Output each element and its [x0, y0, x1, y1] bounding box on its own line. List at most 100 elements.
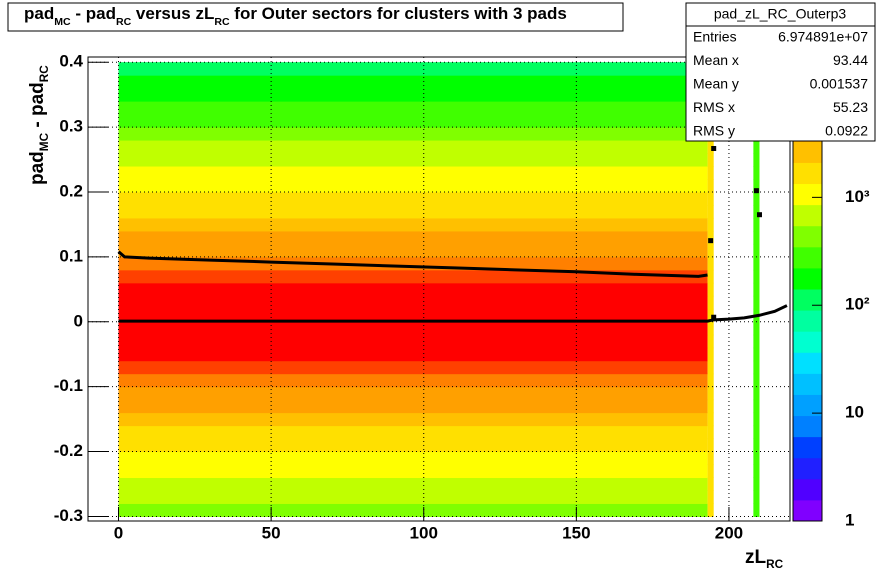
heatmap-cell: [118, 347, 708, 362]
heatmap-cell: [707, 438, 714, 453]
y-axis-label-part: - pad: [27, 82, 48, 133]
stats-key: Entries: [693, 29, 737, 45]
heatmap-cell: [707, 503, 714, 517]
heatmap-cell: [707, 140, 714, 154]
chart-title-subscript: MC: [54, 16, 71, 28]
heatmap-cell: [707, 243, 714, 258]
palette-swatch: [793, 246, 822, 269]
title-box: [7, 2, 624, 32]
x-axis-label: zLRC: [745, 547, 784, 571]
x-tick-label: 150: [562, 523, 590, 542]
stats-value: 55.23: [833, 99, 868, 115]
heatmap-cell: [753, 347, 760, 362]
stats-key: RMS y: [693, 123, 735, 139]
x-tick-label: 100: [410, 523, 438, 542]
heatmap-cell: [753, 295, 760, 310]
stats-value: 0.0922: [825, 123, 868, 139]
marker: [756, 212, 762, 218]
heatmap-cell: [753, 140, 760, 154]
heatmap-cell: [118, 166, 708, 180]
y-tick-label: -0.3: [54, 506, 83, 525]
stats-key: Mean y: [693, 76, 739, 92]
stats-name: pad_zL_RC_Outerp3: [714, 6, 847, 22]
palette-swatch: [793, 457, 822, 480]
heatmap-cell: [118, 191, 708, 206]
heatmap-cell: [753, 490, 760, 504]
heatmap-cell: [753, 256, 760, 271]
y-axis-label-subscript: MC: [38, 132, 51, 151]
heatmap-cell: [118, 256, 708, 271]
heatmap-cell: [118, 282, 708, 297]
z-tick-label: 1: [845, 510, 854, 529]
y-tick-label: 0.4: [59, 52, 83, 71]
chart-title-subscript: RC: [214, 16, 230, 28]
y-tick-label: 0.1: [59, 246, 83, 265]
heatmap-cell: [707, 464, 714, 479]
palette-swatch: [793, 415, 822, 438]
heatmap-cell: [707, 321, 714, 336]
heatmap-cell: [707, 386, 714, 401]
heatmap-cell: [753, 204, 760, 219]
chart-title-part: - pad: [71, 4, 116, 23]
heatmap-cell: [118, 179, 708, 193]
heatmap-cell: [753, 386, 760, 401]
heatmap-cell: [707, 477, 714, 491]
palette-swatch: [793, 267, 822, 290]
heatmap-cell: [707, 451, 714, 466]
z-tick-label: 10²: [845, 295, 870, 314]
heatmap-cell: [753, 360, 760, 375]
heatmap-cell: [118, 243, 708, 258]
heatmap-cell: [118, 62, 708, 76]
marker: [753, 188, 759, 194]
stats-key: Mean x: [693, 52, 739, 68]
heatmap-cell: [118, 334, 708, 349]
y-axis-label-subscript: RC: [38, 65, 51, 82]
heatmap-cell: [753, 269, 760, 284]
heatmap-cell: [753, 166, 760, 180]
chart-title-part: versus zL: [131, 4, 214, 23]
heatmap-cell: [118, 75, 708, 89]
heatmap-cell: [707, 490, 714, 504]
heatmap-cell: [707, 230, 714, 245]
heatmap-cell: [118, 373, 708, 388]
heatmap-cell: [707, 334, 714, 349]
palette-swatch: [793, 141, 822, 163]
z-tick-label: 10³: [845, 187, 870, 206]
palette-swatch: [793, 352, 822, 374]
heatmap-cell: [118, 451, 708, 466]
palette-swatch: [793, 394, 822, 417]
heatmap-cell: [118, 217, 708, 232]
heatmap-cell: [118, 490, 708, 504]
heatmap-cell: [753, 464, 760, 479]
x-tick-label: 50: [262, 523, 281, 542]
marker: [711, 146, 717, 152]
stats-value: 0.001537: [810, 76, 869, 92]
heatmap-cell: [707, 412, 714, 427]
heatmap-cell: [707, 282, 714, 297]
heatmap-cell: [118, 503, 708, 517]
heatmap-cell: [753, 191, 760, 206]
heatmap-cell: [753, 477, 760, 491]
palette-swatch: [793, 225, 822, 248]
x-tick-label: 0: [114, 523, 123, 542]
heatmap-cell: [707, 153, 714, 167]
marker: [708, 238, 714, 244]
palette-swatch: [793, 162, 822, 185]
heatmap-cell: [707, 373, 714, 388]
z-tick-label: 10: [845, 403, 864, 422]
heatmap-cell: [707, 399, 714, 414]
heatmap-cell: [707, 191, 714, 206]
heatmap-cell: [118, 438, 708, 453]
heatmap-cell: [753, 425, 760, 440]
x-tick-label: 200: [715, 523, 743, 542]
heatmap-cell: [118, 295, 708, 310]
chart-title-part: for Outer sectors for clusters with 3 pa…: [230, 4, 567, 23]
heatmap-cell: [707, 269, 714, 284]
heatmap-cell: [753, 230, 760, 245]
stats-box: [685, 2, 876, 142]
heatmap-cell: [118, 386, 708, 401]
heatmap-cell: [753, 451, 760, 466]
heatmap-cell: [707, 360, 714, 375]
y-axis-label-part: pad: [27, 151, 48, 185]
